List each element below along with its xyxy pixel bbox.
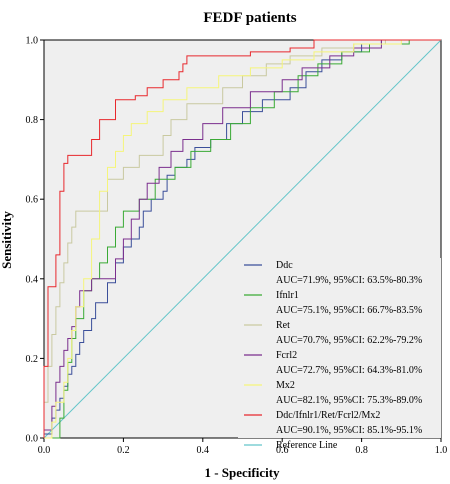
y-tick-label: 0.2 [26,354,39,365]
x-tick-label: 0.8 [355,445,368,456]
legend-entry-name: Ifnlr1 [276,290,299,301]
legend-entry-auc: AUC=72.7%, 95%CI: 64.3%-81.0% [276,365,422,376]
legend-entry-name: Mx2 [276,380,295,391]
legend-entry-auc: AUC=71.9%, 95%CI: 63.5%-80.3% [276,275,422,286]
legend-entry-name: Reference Line [276,440,338,451]
axis-ticks: 0.0 0.2 0.4 0.6 0.8 1.0 0.0 0.2 0.4 0.6 0.8 1.0 [26,36,448,457]
chart-title: FEDF patients [203,10,296,26]
series-line-mx2 [44,39,441,439]
x-tick-label: 0.6 [276,445,289,456]
legend-entry-name: Ddc/Ifnlr1/Ret/Fcrl2/Mx2 [276,410,380,421]
x-axis-label: 1 - Specificity [204,465,280,480]
x-tick-label: 0.4 [197,445,210,456]
x-tick-label: 1.0 [435,445,448,456]
legend-entry-auc: AUC=90.1%, 95%CI: 85.1%-95.1% [276,425,422,436]
series-lines [43,39,442,439]
x-tick-label: 0.0 [38,445,51,456]
y-axis-label: Sensitivity [0,211,14,269]
legend: Ddc AUC=71.9%, 95%CI: 63.5%-80.3% Ifnlr1 AU… [238,258,441,451]
series-line-fcrl2 [43,39,441,438]
legend-entry-name: Ddc [276,260,293,271]
y-tick-label: 0.6 [26,195,39,206]
legend-entry-auc: AUC=70.7%, 95%CI: 62.2%-79.2% [276,335,422,346]
x-tick-label: 0.2 [117,445,130,456]
legend-entry-auc: AUC=82.1%, 95%CI: 75.3%-89.0% [276,395,422,406]
legend-entry-name: Fcrl2 [276,350,297,361]
y-tick-label: 0.8 [26,115,39,126]
legend-entry-name: Ret [276,320,290,331]
y-tick-label: 1.0 [26,36,39,47]
legend-entry-auc: AUC=75.1%, 95%CI: 66.7%-83.5% [276,305,422,316]
series-line-reference-line [43,39,442,439]
series-line-ddc-ifnlr1-ret-fcrl2-mx2 [43,39,441,438]
y-tick-label: 0.0 [26,434,39,445]
legend-box [238,258,441,438]
y-tick-label: 0.4 [26,274,39,285]
